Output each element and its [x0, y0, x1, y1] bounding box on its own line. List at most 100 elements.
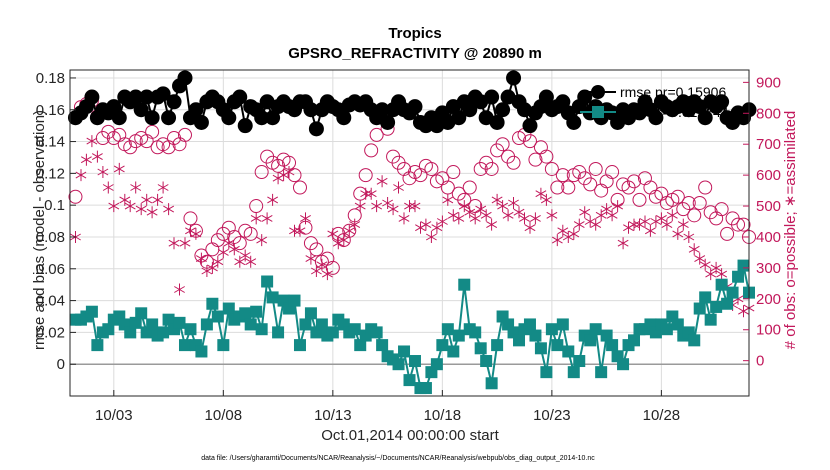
- bias-point: [436, 339, 449, 352]
- bias-point: [354, 339, 367, 352]
- possible-obs-point: [632, 192, 647, 207]
- bias-point: [206, 297, 219, 310]
- assimilated-obs-point: [393, 181, 404, 194]
- rmse-point: [407, 99, 423, 115]
- x-axis-ticks: 10/03 10/08 10/13 10/18 10/23 10/28: [95, 390, 680, 424]
- assimilated-obs-point: [206, 261, 218, 274]
- possible-obs-point: [506, 155, 521, 170]
- bias-point: [551, 339, 564, 352]
- bias-point: [124, 326, 137, 339]
- bias-point: [523, 318, 536, 331]
- possible-obs-point: [681, 195, 696, 210]
- possible-obs-point: [583, 177, 598, 192]
- assimilated-obs-point: [436, 215, 448, 228]
- assimilated-obs-point: [683, 231, 695, 243]
- bias-point: [195, 345, 208, 358]
- assimilated-obs-point: [321, 268, 333, 281]
- rmse-point: [489, 114, 505, 130]
- assimilated-obs-point: [174, 283, 185, 296]
- bias-point: [584, 334, 597, 347]
- rmse-point: [714, 94, 730, 110]
- assimilated-obs-point: [420, 218, 432, 231]
- rmse-point: [84, 89, 100, 105]
- rmse-point: [522, 118, 538, 134]
- assimilated-obs-point: [442, 193, 454, 206]
- assimilated-obs-point: [239, 249, 251, 262]
- bias-point: [157, 326, 170, 339]
- rmse-point: [237, 118, 253, 134]
- possible-obs-point: [731, 217, 746, 232]
- right-tick-label: 0: [756, 353, 764, 370]
- bias-point: [562, 345, 575, 358]
- rmse-series: [67, 70, 757, 137]
- bias-point: [693, 302, 706, 315]
- assimilated-obs-point: [612, 200, 624, 213]
- assimilated-obs-point: [163, 203, 175, 216]
- assimilated-obs-point: [294, 224, 306, 237]
- assimilated-obs-point: [677, 218, 689, 231]
- assimilated-obs-point: [404, 200, 415, 213]
- right-tick-label: 500: [756, 198, 781, 215]
- assimilated-obs-point: [453, 212, 465, 225]
- possible-obs-point: [369, 127, 384, 142]
- bias-point: [135, 307, 148, 320]
- bias-point: [441, 323, 454, 336]
- possible-obs-point: [720, 226, 735, 241]
- rmse-point: [566, 114, 582, 130]
- right-tick-label: 100: [756, 322, 781, 339]
- assimilated-obs-point: [688, 243, 700, 256]
- right-tick-label: 400: [756, 229, 781, 246]
- rmse-point: [308, 121, 324, 137]
- y-tick-label: 0.18: [36, 70, 65, 87]
- bias-point: [491, 339, 504, 352]
- legend-rmse-label: rmse pr=0.15906: [620, 84, 726, 100]
- assimilated-obs-point: [480, 209, 492, 222]
- assimilated-obs-point: [130, 181, 142, 194]
- right-axis-ticks: 0 100 200 300 400 500 600 700 800 900: [743, 74, 781, 370]
- assimilated-obs-point: [376, 175, 388, 188]
- rmse-point: [577, 89, 593, 105]
- assimilated-obs-point: [661, 218, 673, 231]
- assimilated-obs-point: [168, 237, 180, 250]
- assimilated-obs-point: [316, 258, 328, 271]
- possible-obs-point: [484, 161, 499, 176]
- assimilated-obs-point: [234, 255, 246, 268]
- assimilated-obs-point: [261, 212, 273, 225]
- rmse-point: [303, 102, 319, 118]
- bias-point: [710, 300, 723, 313]
- assimilated-obs-point: [469, 212, 481, 225]
- rmse-point: [380, 114, 396, 130]
- x-tick-label: 10/28: [643, 407, 681, 424]
- assimilated-obs-point: [475, 203, 487, 216]
- bias-point: [458, 278, 471, 291]
- assimilated-obs-point: [573, 218, 585, 231]
- y-axis-label: rmse and bias (model - observation): [31, 110, 48, 350]
- x-tick-label: 10/03: [95, 407, 133, 424]
- x-tick-label: 10/08: [205, 407, 243, 424]
- legend-rmse-marker: [591, 85, 605, 99]
- assimilated-obs-point: [382, 197, 394, 209]
- rmse-point: [221, 110, 237, 126]
- assimilated-obs-point: [551, 234, 563, 247]
- possible-obs-point: [462, 180, 477, 195]
- bias-point: [244, 318, 257, 331]
- bias-point: [732, 270, 745, 283]
- rmse-point: [133, 102, 149, 118]
- legend-bias-marker: [592, 106, 604, 118]
- rmse-point: [336, 110, 352, 126]
- possible-obs-point: [364, 143, 379, 158]
- bias-point: [162, 313, 175, 326]
- right-tick-label: 600: [756, 167, 781, 184]
- possible-obs-point: [358, 168, 373, 183]
- bias-point: [534, 342, 547, 355]
- assimilated-obs-point: [579, 206, 591, 219]
- assimilated-obs-point: [91, 150, 103, 163]
- x-tick-label: 10/23: [533, 407, 571, 424]
- rmse-point: [697, 110, 713, 126]
- assimilated-obs-point: [108, 200, 120, 213]
- y-tick-label: 0.12: [36, 165, 65, 182]
- bias-point: [408, 355, 421, 368]
- assimilated-obs-point: [590, 218, 602, 231]
- bias-point: [688, 334, 701, 347]
- assimilated-obs-point: [212, 255, 224, 268]
